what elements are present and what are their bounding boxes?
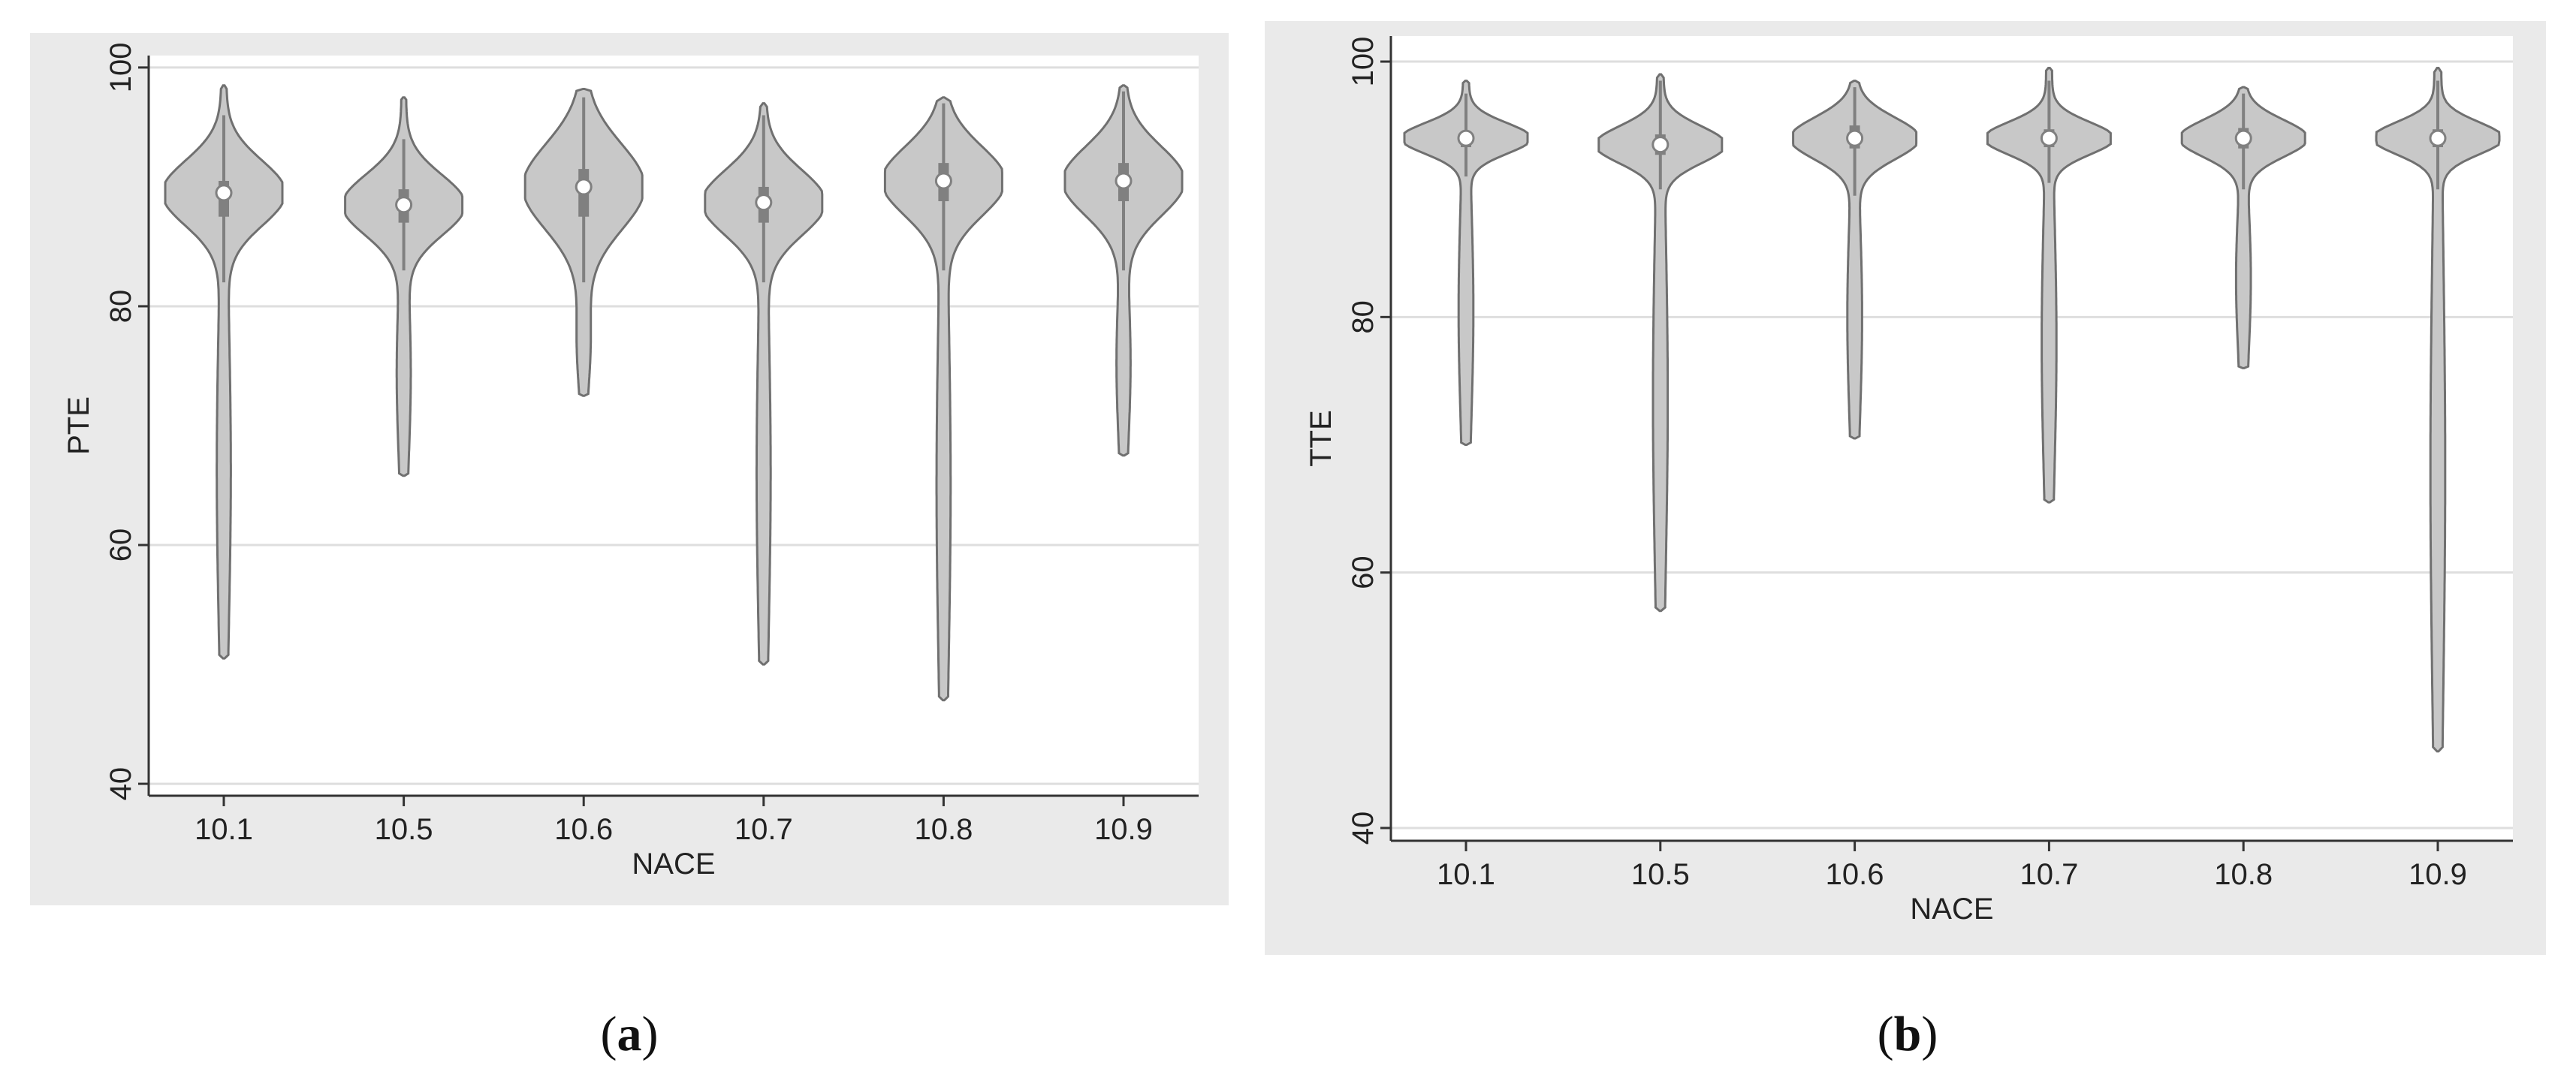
violin-10.5	[344, 96, 464, 477]
violin-body-10.5	[1597, 73, 1724, 613]
x-axis-title: NACE	[1910, 893, 1993, 926]
median-marker-10.7	[2040, 129, 2058, 147]
violin-body-10.7	[1986, 67, 2112, 504]
plot-area	[149, 56, 1199, 796]
violin-plot-a: 40 60 80 100 10.1 10.5 10.6 10.7 10.8 10.9 NACE PTE	[62, 43, 1199, 881]
y-tick-label-60: 60	[1347, 556, 1380, 589]
median-marker-10.6	[575, 178, 593, 196]
x-tick-label-10.7: 10.7	[734, 813, 793, 846]
plot-area	[1391, 36, 2513, 841]
violin-body-10.1	[1403, 80, 1529, 446]
y-tick-label-80: 80	[1347, 300, 1380, 334]
violin-body-10.9	[2375, 67, 2501, 753]
median-marker-10.5	[395, 196, 413, 214]
x-tick-label-10.6: 10.6	[554, 813, 613, 846]
violin-10.1	[1403, 80, 1529, 446]
violin-body-10.7	[704, 102, 824, 666]
median-marker-10.7	[755, 194, 773, 212]
gridlines	[149, 66, 1199, 785]
x-tick-label-10.5: 10.5	[375, 813, 433, 846]
y-tick-label-40: 40	[104, 767, 137, 801]
x-tick-label-10.1: 10.1	[1437, 858, 1495, 891]
violin-10.7	[704, 102, 824, 666]
median-marker-10.9	[2429, 129, 2447, 147]
y-tick-label-100: 100	[104, 43, 137, 93]
y-axis-title: PTE	[62, 396, 95, 455]
x-tick-label-10.1: 10.1	[195, 813, 253, 846]
x-axis-title: NACE	[632, 848, 715, 881]
x-tick-label-10.9: 10.9	[1094, 813, 1153, 846]
violin-body-10.1	[164, 84, 284, 660]
median-marker-10.1	[1457, 129, 1475, 147]
y-axis-title: TTE	[1305, 410, 1338, 467]
violin-body-10.5	[344, 96, 464, 477]
violin-10.6	[1792, 80, 1918, 440]
caption-a: (a)	[600, 1007, 659, 1061]
x-tick-label-10.5: 10.5	[1631, 858, 1690, 891]
violin-10.6	[523, 88, 644, 397]
violin-10.1	[164, 84, 284, 660]
median-marker-10.8	[2234, 129, 2252, 147]
violin-body-10.9	[1063, 84, 1184, 457]
median-marker-10.6	[1846, 129, 1864, 147]
caption-a-letter: a	[617, 1007, 642, 1061]
violin-body-10.8	[2180, 86, 2306, 369]
y-tick-label-40: 40	[1347, 811, 1380, 845]
caption-b-letter: b	[1893, 1007, 1922, 1061]
median-marker-10.8	[934, 172, 952, 190]
violin-10.9	[1063, 84, 1184, 457]
y-tick-label-100: 100	[1347, 37, 1380, 87]
y-tick-label-60: 60	[104, 528, 137, 562]
x-tick-label-10.6: 10.6	[1826, 858, 1884, 891]
violin-body-10.6	[1792, 80, 1918, 440]
chart-panel-b: 40 60 80 100 10.1 10.5 10.6 10.7 10.8 10.9 NACE TTE	[1265, 21, 2546, 955]
violin-body-10.8	[883, 96, 1003, 702]
chart-panel-a: 40 60 80 100 10.1 10.5 10.6 10.7 10.8 10.9 NACE PTE	[30, 33, 1229, 905]
violin-plot-b: 40 60 80 100 10.1 10.5 10.6 10.7 10.8 10.9 NACE TTE	[1305, 36, 2513, 926]
median-marker-10.5	[1651, 136, 1670, 154]
gridlines	[1391, 60, 2513, 830]
x-tick-label-10.8: 10.8	[914, 813, 973, 846]
x-tick-label-10.9: 10.9	[2409, 858, 2467, 891]
violin-10.9	[2375, 67, 2501, 753]
caption-b: (b)	[1877, 1007, 1938, 1061]
violin-10.7	[1986, 67, 2112, 504]
violin-10.8	[883, 96, 1003, 702]
median-marker-10.9	[1115, 172, 1133, 190]
x-tick-label-10.8: 10.8	[2214, 858, 2273, 891]
median-marker-10.1	[215, 184, 233, 202]
y-tick-label-80: 80	[104, 290, 137, 324]
violin-10.5	[1597, 73, 1724, 613]
violin-10.8	[2180, 86, 2306, 369]
x-tick-label-10.7: 10.7	[2019, 858, 2078, 891]
